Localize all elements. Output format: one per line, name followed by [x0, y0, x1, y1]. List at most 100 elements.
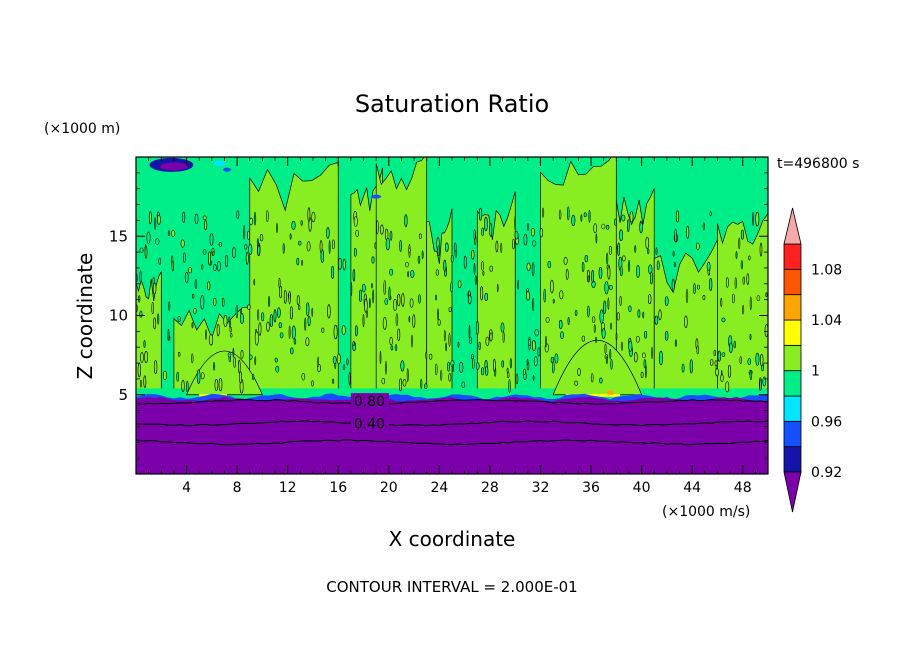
contour-speckle: [514, 230, 519, 240]
contour-speckle: [617, 242, 621, 256]
x-tick-label: 28: [481, 480, 499, 496]
contour-speckle: [208, 334, 214, 346]
contour-speckle: [749, 333, 752, 341]
contour-speckle: [417, 255, 421, 264]
contour-speckle: [393, 298, 398, 311]
contour-speckle: [243, 225, 246, 240]
contour-speckle: [748, 255, 751, 261]
lime-region: [375, 157, 428, 396]
colorbar-swatch: [783, 294, 802, 321]
contour-speckle: [717, 350, 721, 362]
contour-speckle: [554, 353, 559, 364]
contour-speckle: [551, 361, 555, 374]
contour-speckle: [484, 216, 488, 232]
contour-speckle: [474, 275, 477, 285]
x-tick-label: 32: [532, 480, 550, 496]
contour-speckle: [583, 212, 587, 218]
orange-spot: [607, 390, 614, 395]
contour-speckle: [398, 378, 403, 392]
x-tick-label: 44: [683, 480, 701, 496]
contour-speckle: [274, 357, 278, 363]
contour-speckle: [182, 211, 186, 223]
contour-speckle: [194, 213, 199, 225]
contour-speckle: [253, 212, 257, 226]
contour-speckle: [152, 277, 155, 285]
contour-speckle: [139, 270, 142, 283]
contour-speckle: [301, 259, 304, 266]
contour-speckle: [482, 270, 485, 276]
contour-speckle: [451, 363, 454, 372]
contour-speckle: [655, 247, 658, 255]
contour-speckle: [408, 315, 411, 323]
contour-speckle: [734, 277, 737, 289]
contour-speckle: [621, 214, 626, 222]
contour-speckle: [595, 233, 598, 244]
contour-speckle: [563, 256, 568, 265]
contour-speckle: [412, 314, 416, 328]
contour-speckle: [258, 322, 262, 336]
contour-speckle: [143, 340, 146, 348]
x-tick-label: 36: [582, 480, 600, 496]
contour-speckle: [604, 281, 609, 295]
contour-speckle: [154, 217, 157, 230]
contour-speckle: [709, 277, 713, 291]
contour-speckle: [485, 366, 489, 376]
contour-speckle: [381, 377, 386, 385]
contour-speckle: [192, 293, 195, 299]
contour-speckle: [445, 342, 448, 352]
contour-speckle: [300, 220, 303, 226]
contour-speckle: [533, 356, 538, 367]
contour-speckle: [749, 296, 752, 311]
x-tick-label: 8: [233, 480, 242, 496]
contour-speckle: [289, 233, 292, 240]
contour-speckle: [580, 214, 583, 222]
contour-speckle: [252, 373, 255, 380]
contour-speckle: [152, 282, 157, 295]
contour-speckle: [385, 237, 390, 251]
contour-speckle: [139, 352, 144, 363]
contour-speckle: [532, 339, 536, 352]
colorbar-swatch: [783, 446, 802, 473]
contour-speckle: [443, 330, 446, 342]
contour-speckle: [501, 360, 505, 368]
contour-speckle: [411, 334, 413, 348]
contour-speckle: [463, 255, 467, 269]
contour-speckle: [616, 312, 620, 321]
contour-speckle: [143, 375, 147, 388]
contour-speckle: [581, 335, 585, 342]
contour-speckle: [213, 264, 217, 272]
contour-speckle: [755, 352, 760, 366]
contour-speckle: [591, 269, 594, 283]
contour-speckle: [291, 220, 296, 230]
contour-speckle: [742, 305, 745, 315]
contour-speckle: [306, 302, 310, 317]
contour-speckle: [342, 258, 346, 271]
contour-speckle: [605, 224, 610, 230]
contour-speckle: [605, 356, 608, 365]
contour-speckle: [435, 363, 438, 376]
contour-speckle: [139, 310, 143, 318]
contour-speckle: [651, 346, 653, 360]
contour-speckle: [599, 309, 604, 324]
contour-speckle: [153, 360, 158, 375]
contour-speckle: [353, 216, 358, 227]
contour-speckle: [275, 365, 280, 373]
contour-speckle: [610, 322, 612, 330]
y-axis-ticks: 5 10 15: [109, 172, 768, 459]
contour-speckle: [467, 294, 472, 305]
contour-speckle: [709, 211, 712, 217]
contour-speckle: [608, 284, 613, 290]
contour-label: 0.80: [354, 394, 385, 410]
contour-speckle: [738, 237, 741, 250]
contour-speckle: [216, 324, 220, 337]
colorbar-top-arrow: [783, 207, 802, 245]
contour-speckle: [233, 356, 236, 368]
contour-speckle: [354, 325, 358, 337]
contour-speckle: [590, 373, 594, 383]
contour-speckle: [338, 257, 342, 270]
contour-speckle: [171, 230, 176, 237]
yellow-spot: [565, 393, 621, 397]
contour-speckle: [437, 245, 440, 256]
contour-speckle: [268, 295, 271, 307]
